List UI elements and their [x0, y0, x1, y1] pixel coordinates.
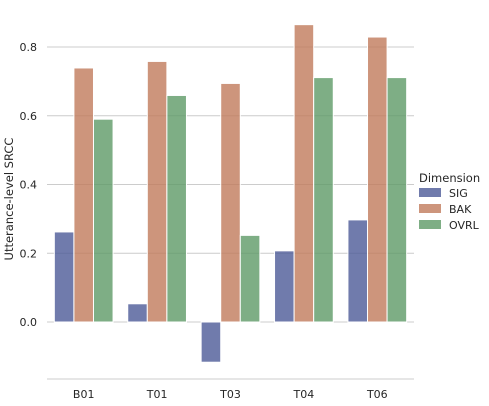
bar-bak-t06: [367, 36, 388, 323]
bars: [53, 24, 408, 363]
bar-bak-t01: [146, 60, 168, 323]
x-tick-label: T06: [366, 388, 388, 401]
bar-ovrl-t04: [313, 77, 334, 323]
y-tick-labels: 0.0 0.2 0.4 0.6 0.8: [20, 41, 38, 329]
bar-ovrl-t01: [166, 94, 187, 323]
bar-bak-t03: [220, 82, 241, 323]
bar-sig-t06: [347, 219, 369, 323]
x-tick-label: B01: [73, 388, 95, 401]
y-tick-label: 0.8: [20, 41, 38, 54]
legend: Dimension SIG BAK OVRL: [419, 171, 480, 232]
y-tick-label: 0.2: [20, 247, 38, 260]
bar-bak-b01: [73, 67, 94, 323]
x-tick-label: T04: [293, 388, 315, 401]
legend-swatch-ovrl: [419, 220, 441, 229]
bar-ovrl-t06: [386, 77, 408, 323]
x-tick-label: T01: [146, 388, 168, 401]
legend-label-bak: BAK: [449, 203, 472, 216]
legend-title: Dimension: [419, 171, 480, 185]
bar-ovrl-t03: [239, 234, 261, 323]
bar-sig-t04: [274, 250, 295, 323]
legend-swatch-sig: [419, 188, 441, 197]
bar-sig-b01: [53, 231, 75, 323]
x-tick-label: T03: [219, 388, 241, 401]
bar-sig-t01: [127, 303, 148, 323]
legend-swatch-bak: [419, 204, 441, 213]
y-tick-label: 0.4: [20, 179, 38, 192]
bar-ovrl-b01: [92, 118, 114, 323]
x-tick-labels: B01 T01 T03 T04 T06: [73, 388, 388, 401]
legend-label-ovrl: OVRL: [449, 219, 480, 232]
legend-label-sig: SIG: [449, 187, 468, 200]
y-tick-label: 0.6: [20, 110, 38, 123]
bar-sig-t03: [200, 321, 222, 363]
y-axis-title: Utterance-level SRCC: [2, 138, 16, 261]
y-tick-label: 0.0: [20, 316, 38, 329]
bar-bak-t04: [293, 24, 315, 323]
